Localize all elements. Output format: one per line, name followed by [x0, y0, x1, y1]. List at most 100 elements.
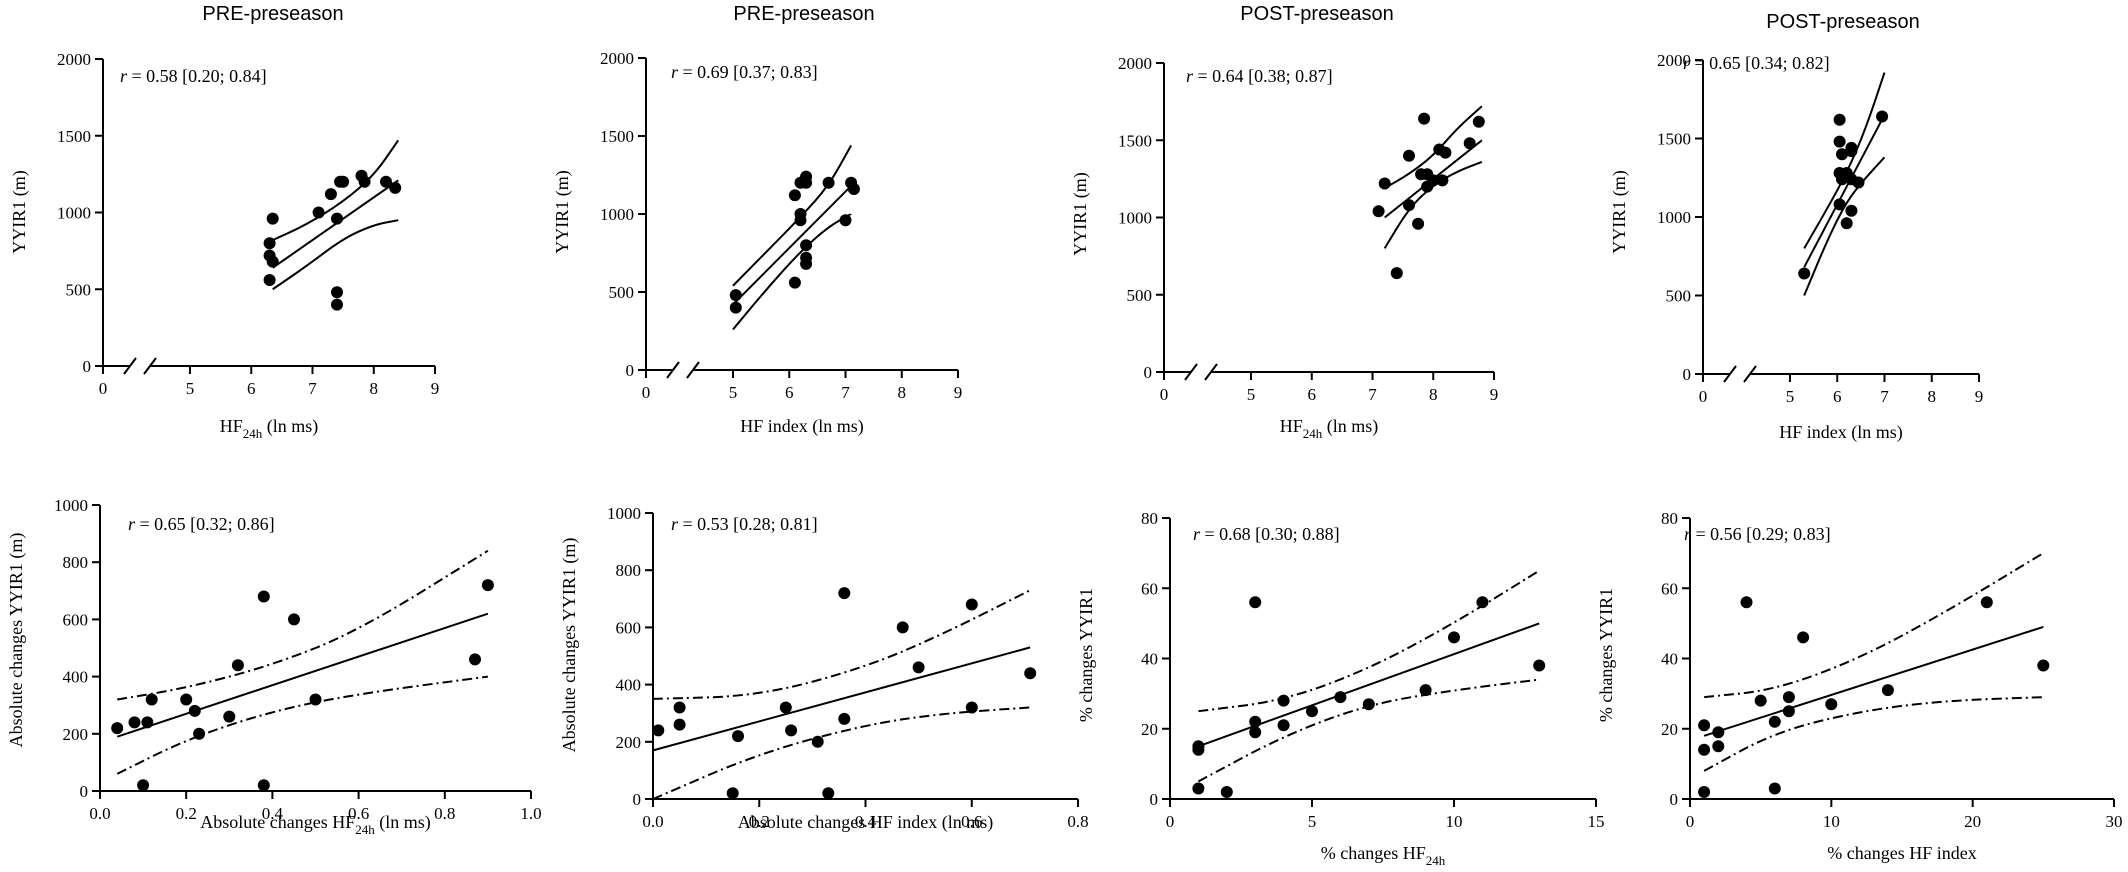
x-tick-label: 0.2	[176, 804, 197, 823]
correlation-label: r = 0.65 [0.32; 0.86]	[128, 514, 275, 534]
x-axis-label: HF index (ln ms)	[740, 416, 864, 437]
data-point	[1836, 148, 1848, 161]
y-tick-label: 20	[1661, 720, 1678, 739]
data-point	[1378, 177, 1391, 190]
y-tick-label: 1000	[1657, 208, 1691, 227]
data-point	[128, 716, 141, 729]
data-point	[965, 598, 978, 611]
y-tick-label: 1000	[1118, 209, 1152, 228]
data-point	[223, 710, 236, 723]
y-tick-label: 1500	[57, 127, 91, 146]
data-point	[1463, 137, 1476, 150]
data-point	[469, 653, 481, 666]
axis-break-mark	[666, 361, 680, 379]
data-point	[788, 189, 801, 202]
data-point	[788, 276, 801, 289]
data-point	[794, 208, 807, 220]
data-point	[800, 239, 813, 252]
x-axis-label: % changes HF24h	[1321, 843, 1446, 868]
x-tick-label: 9	[1490, 385, 1499, 404]
ci-upper-curve	[1704, 552, 2045, 699]
ci-lower-curve	[732, 213, 852, 331]
data-point	[1833, 113, 1846, 126]
data-point	[1427, 174, 1440, 187]
data-point	[1476, 596, 1489, 609]
y-tick-label: 600	[616, 618, 642, 637]
x-tick-label: 6	[785, 383, 794, 402]
ci-lower-curve	[1703, 696, 2044, 772]
y-tick-label: 60	[1661, 579, 1678, 598]
x-tick-label: 8	[370, 379, 379, 398]
axis-break-mark	[123, 357, 137, 375]
data-point	[1840, 217, 1853, 230]
axis-break-mark	[1723, 365, 1737, 383]
data-point	[145, 693, 158, 706]
ci-lower-curve	[1803, 156, 1886, 296]
x-tick-label: 0	[1699, 387, 1708, 406]
data-point	[263, 237, 276, 250]
data-point	[1419, 684, 1432, 697]
data-point	[1436, 174, 1449, 187]
data-point	[266, 212, 279, 225]
data-point	[1220, 786, 1233, 798]
x-tick-label: 0.4	[855, 812, 877, 831]
x-tick-label: 5	[729, 383, 738, 402]
y-tick-label: 600	[63, 610, 89, 629]
data-point	[331, 286, 343, 299]
x-tick-label: 7	[308, 379, 317, 398]
chart-panel-6: 0.0 0.2 0.4 0.6 0.8 0 200 400 600 800 1000 r = 0.53…	[559, 504, 1089, 833]
data-point	[811, 735, 824, 748]
data-point	[779, 701, 792, 714]
data-point	[180, 693, 193, 706]
panel-title: POST-preseason	[1240, 3, 1393, 25]
data-point	[481, 579, 494, 592]
y-tick-label: 800	[63, 553, 89, 572]
data-point	[673, 701, 686, 714]
data-point	[358, 175, 371, 188]
ci-upper-curve	[732, 144, 852, 287]
y-tick-label: 0	[626, 361, 635, 380]
data-point	[1472, 115, 1485, 128]
x-axis-label: Absolute changes HF24h (ln ms)	[200, 812, 430, 837]
ci-upper-curve	[652, 589, 1031, 700]
data-point	[896, 621, 909, 634]
data-point	[1980, 596, 1993, 609]
data-point	[1403, 149, 1415, 162]
y-tick-label: 500	[1666, 287, 1692, 306]
y-axis-label: Absolute changes YYIR1 (m)	[6, 533, 27, 748]
x-tick-label: 9	[431, 379, 440, 398]
x-tick-label: 7	[841, 383, 850, 402]
data-point	[1698, 719, 1711, 732]
y-tick-label: 0	[80, 782, 89, 801]
y-tick-label: 1000	[54, 496, 88, 515]
data-point	[1740, 596, 1753, 609]
y-tick-label: 20	[1141, 720, 1158, 739]
y-axis-label: YYIR1 (m)	[552, 170, 573, 254]
data-point	[1249, 715, 1262, 728]
y-tick-label: 0	[1683, 365, 1692, 384]
data-point	[263, 274, 276, 286]
correlation-label: r = 0.58 [0.20; 0.84]	[120, 66, 267, 86]
x-tick-label: 0.6	[961, 812, 982, 831]
ci-upper-curve	[1384, 105, 1483, 190]
x-tick-label: 5	[1247, 385, 1256, 404]
x-tick-label: 6	[247, 379, 256, 398]
data-point	[1754, 694, 1767, 707]
chart-panel-1: PRE-preseason 0 5 6 7 8 9 0 500 1000 1500 2000 r = 0…	[9, 3, 439, 441]
data-point	[389, 181, 402, 194]
ci-lower-curve	[116, 675, 489, 775]
x-tick-label: 0.4	[262, 804, 284, 823]
y-tick-label: 0	[83, 357, 92, 376]
ci-upper-curve	[272, 139, 400, 242]
data-point	[337, 175, 350, 188]
y-tick-label: 60	[1141, 579, 1158, 598]
x-tick-label: 6	[1833, 387, 1842, 406]
y-tick-label: 0	[1670, 790, 1679, 809]
y-tick-label: 1500	[600, 127, 634, 146]
ci-lower-curve	[272, 219, 399, 291]
axis-break-mark	[1204, 363, 1218, 381]
x-tick-label: 5	[186, 379, 195, 398]
data-point	[141, 716, 154, 729]
y-axis-label: % changes YYIR1	[1596, 588, 1616, 722]
y-axis-label: YYIR1 (m)	[1070, 172, 1091, 256]
